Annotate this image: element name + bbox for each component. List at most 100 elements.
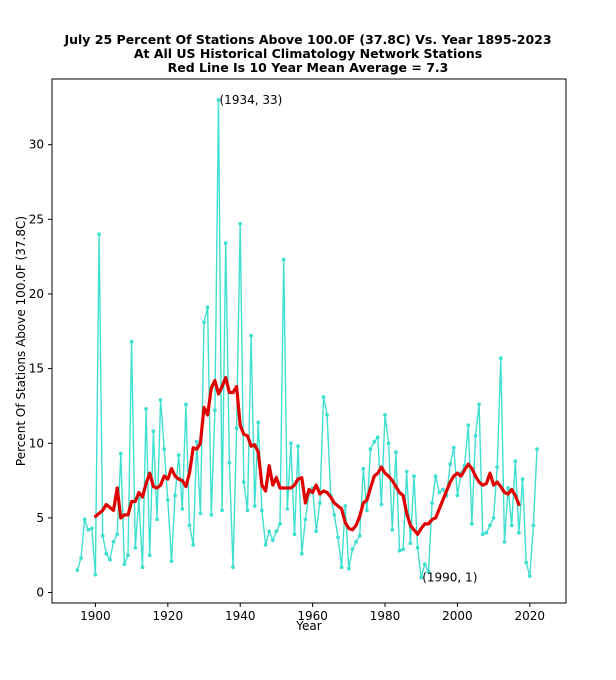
data-point (220, 508, 225, 513)
y-tick-label: 25 (29, 212, 44, 226)
data-point (281, 257, 286, 262)
data-point (79, 556, 83, 561)
data-point (372, 439, 377, 444)
data-point (401, 547, 405, 552)
data-point (480, 532, 485, 537)
series-line-10-year-mean (93, 376, 521, 536)
data-point (451, 445, 456, 450)
data-point (361, 466, 366, 471)
data-point (535, 447, 539, 452)
data-point (89, 526, 94, 531)
data-point (194, 439, 199, 444)
data-point (441, 487, 445, 492)
data-point (223, 241, 228, 246)
y-tick-label: 0 (36, 586, 44, 600)
x-tick-label: 1940 (225, 609, 256, 623)
x-tick-label: 1960 (297, 609, 328, 623)
y-tick-label: 5 (36, 511, 44, 525)
data-point (426, 569, 431, 574)
y-tick-label: 30 (29, 138, 44, 152)
x-tick-label: 2020 (515, 609, 546, 623)
data-point (332, 513, 337, 517)
data-point (520, 477, 525, 481)
data-point (531, 523, 536, 528)
data-point (111, 539, 116, 544)
data-point (397, 548, 402, 553)
data-point (488, 523, 492, 528)
data-point (437, 490, 442, 495)
data-point (267, 529, 272, 534)
data-point (321, 395, 326, 399)
data-point (422, 562, 427, 567)
data-point (234, 426, 239, 431)
data-point (82, 517, 87, 522)
data-point (180, 507, 185, 511)
data-point (470, 522, 474, 526)
data-point (108, 557, 112, 562)
data-point (339, 565, 344, 570)
chart-title-line-3: Red Line Is 10 Year Mean Average = 7.3 (167, 60, 449, 75)
data-point (252, 504, 257, 508)
data-point (473, 433, 478, 438)
data-point (187, 523, 192, 528)
data-point (375, 435, 380, 440)
data-point (350, 547, 355, 552)
data-point (256, 420, 261, 425)
data-point (498, 356, 503, 361)
data-point (455, 493, 460, 498)
data-point (104, 551, 109, 556)
data-point (165, 498, 170, 502)
data-point (430, 501, 434, 505)
data-point (296, 444, 300, 449)
data-point (517, 530, 521, 535)
data-point (198, 511, 203, 516)
data-point (231, 565, 235, 570)
data-point (285, 507, 290, 511)
x-axis-label: Year (295, 619, 321, 633)
data-point (325, 413, 329, 417)
data-point (477, 402, 481, 407)
data-point (394, 450, 398, 455)
chart-title-line-1: July 25 Percent Of Stations Above 100.0F… (64, 32, 552, 47)
data-point (147, 553, 152, 558)
data-point (314, 529, 319, 534)
data-point (278, 522, 282, 526)
x-tick-label: 2000 (442, 609, 473, 623)
data-point (527, 574, 532, 578)
y-tick-label: 10 (29, 436, 44, 450)
data-point (155, 517, 159, 522)
data-point (75, 568, 80, 573)
data-point (209, 513, 214, 517)
data-point (227, 460, 232, 465)
x-axis-ticks: 1900 1920 1940 1960 1980 2000 2020 (80, 603, 545, 623)
data-point (191, 542, 196, 547)
data-point (513, 459, 518, 464)
x-tick-label: 1980 (370, 609, 401, 623)
data-point (379, 502, 384, 507)
data-point (245, 508, 250, 513)
data-point (368, 447, 373, 452)
data-point (133, 545, 138, 550)
data-point (118, 451, 123, 456)
series-layer (75, 98, 539, 580)
data-point (274, 529, 279, 534)
data-point (412, 474, 416, 478)
data-point (151, 429, 156, 434)
data-point (506, 486, 510, 490)
data-point (216, 98, 221, 102)
data-point (448, 462, 453, 467)
data-point (386, 441, 391, 446)
data-point (383, 413, 387, 417)
annotation-label: (1934, 33) (220, 93, 283, 107)
data-point (176, 453, 181, 458)
data-point (122, 562, 127, 567)
data-point (93, 572, 98, 577)
data-point (484, 530, 489, 535)
data-point (202, 320, 206, 325)
data-point (415, 545, 420, 550)
data-point (365, 508, 369, 513)
data-point (169, 559, 174, 564)
data-point (144, 407, 149, 411)
data-point (86, 527, 91, 532)
